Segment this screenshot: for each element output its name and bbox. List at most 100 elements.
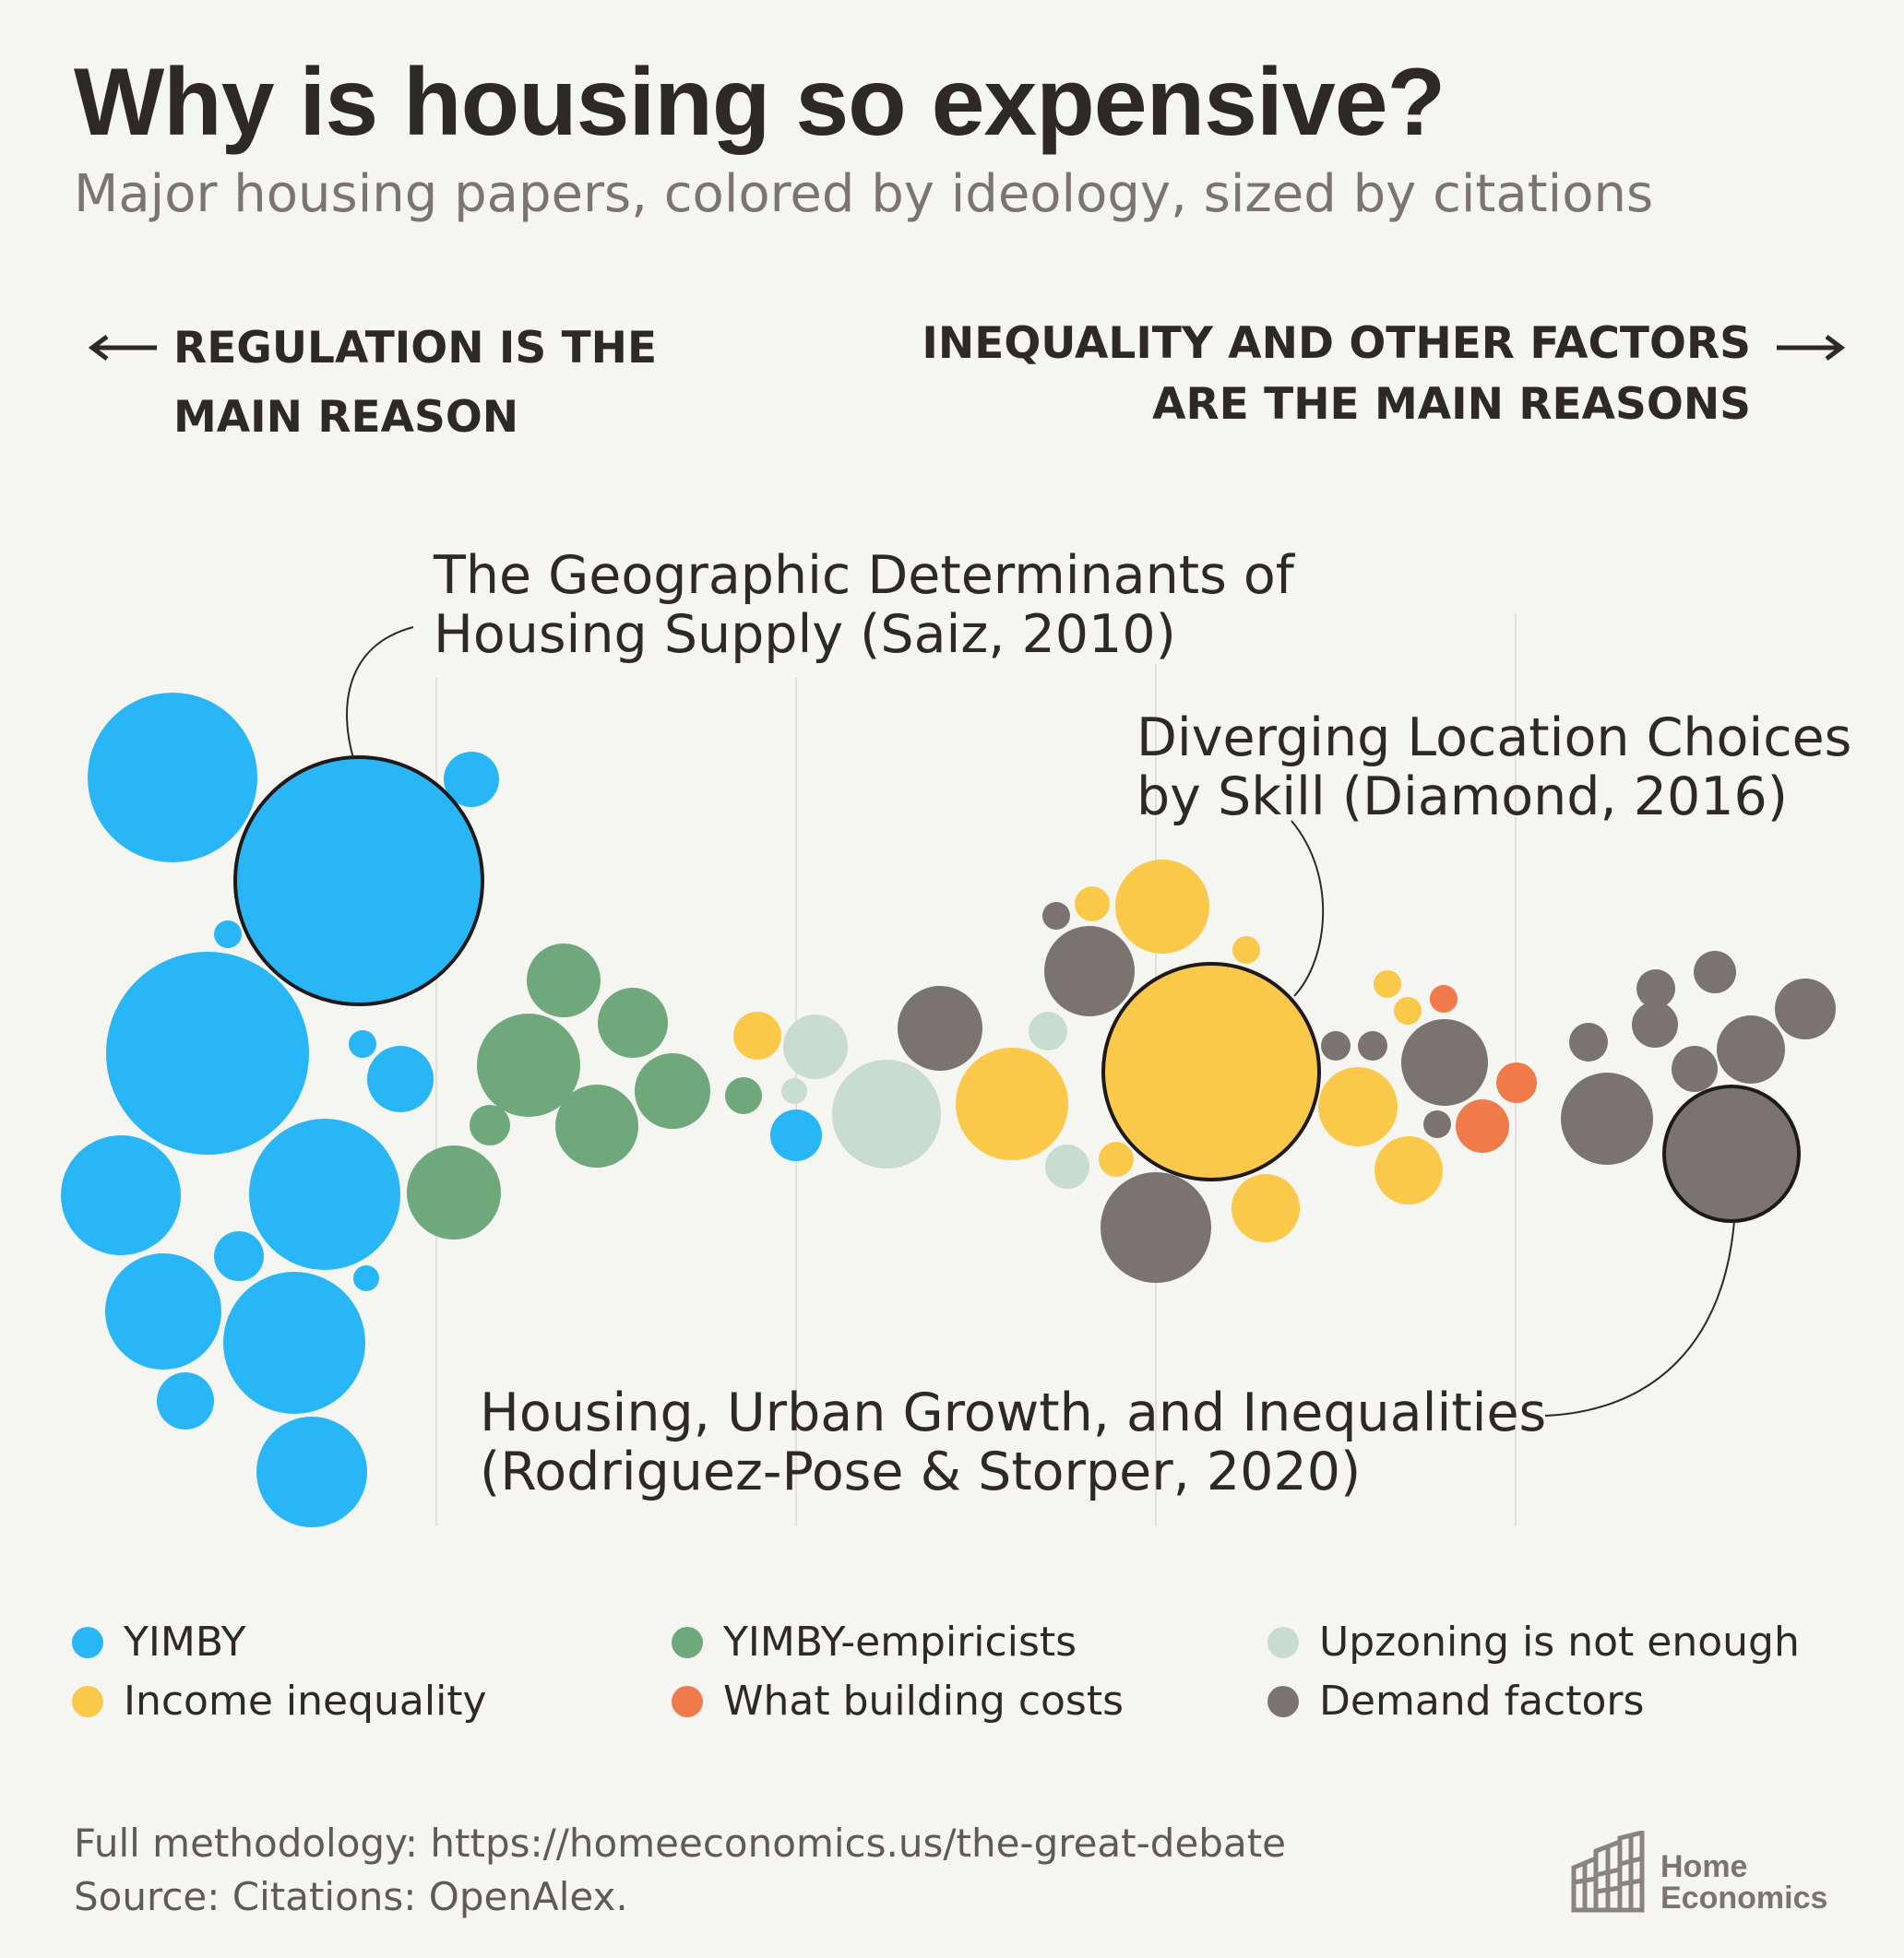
bubble-yimby	[249, 1119, 400, 1270]
bubble-upzoning-is-not-enough	[1045, 1145, 1089, 1189]
bubble-income-inequality	[1232, 936, 1260, 964]
buildings-icon	[1571, 1831, 1645, 1913]
bubble-demand-factors	[1662, 1085, 1801, 1223]
annotation-leader-line	[1291, 820, 1325, 997]
annotation-leader-line	[346, 626, 414, 759]
annotation-diamond-line2: by Skill (Diamond, 2016)	[1136, 766, 1788, 827]
legend-dot	[672, 1685, 703, 1717]
bubble-what-building-costs	[1456, 1099, 1509, 1153]
bubble-income-inequality	[1318, 1067, 1398, 1146]
legend-label: What building costs	[723, 1678, 1125, 1725]
annotation-saiz-line2: Housing Supply (Saiz, 2010)	[434, 604, 1176, 665]
axis-left-label-line2: MAIN REASON	[173, 392, 519, 443]
legend-label: Upzoning is not enough	[1319, 1619, 1800, 1666]
chart-title: Why is housing so expensive?	[74, 49, 1446, 156]
annotation-saiz: The Geographic Determinants of Housing S…	[434, 546, 1294, 664]
bubble-income-inequality	[1394, 997, 1422, 1025]
bubble-yimby-empiricists	[527, 943, 601, 1017]
footer: Full methodology: https://homeeconomics.…	[74, 1817, 1286, 1924]
logo-wordmark: Home Economics	[1660, 1851, 1827, 1914]
annotation-saiz-line1: The Geographic Determinants of	[434, 545, 1294, 606]
bubble-upzoning-is-not-enough	[781, 1078, 807, 1104]
legend-dot	[1267, 1626, 1299, 1658]
logo-line1: Home	[1660, 1849, 1748, 1884]
bubble-upzoning-is-not-enough	[832, 1060, 941, 1169]
legend-item-demand-factors: Demand factors	[1267, 1678, 1644, 1725]
bubble-yimby	[88, 693, 257, 862]
bubble-income-inequality	[1115, 860, 1209, 954]
bubble-yimby-empiricists	[598, 988, 668, 1058]
chart-subtitle: Major housing papers, colored by ideolog…	[74, 164, 1654, 224]
annotation-rodriguez-line2: (Rodriguez-Pose & Storper, 2020)	[480, 1442, 1362, 1502]
bubble-demand-factors	[1775, 979, 1836, 1039]
legend-item-yimby: YIMBY	[72, 1619, 245, 1666]
annotation-rodriguez-line1: Housing, Urban Growth, and Inequalities	[480, 1382, 1547, 1443]
bubble-what-building-costs	[1430, 985, 1458, 1013]
bubble-what-building-costs	[1496, 1062, 1537, 1103]
bubble-yimby	[223, 1272, 365, 1414]
bubble-demand-factors	[1717, 1015, 1785, 1084]
methodology-note: Full methodology: https://homeeconomics.…	[74, 1821, 1286, 1866]
legend-item-income-inequality: Income inequality	[72, 1678, 487, 1725]
bubble-yimby-empiricists	[477, 1014, 580, 1117]
legend-dot	[72, 1626, 103, 1658]
bubble-demand-factors	[1672, 1046, 1718, 1092]
axis-right-label: INEQUALITY AND OTHER FACTORS ARE THE MAI…	[922, 314, 1751, 435]
bubble-demand-factors	[1561, 1073, 1653, 1165]
bubble-demand-factors	[1694, 951, 1736, 993]
axis-right-label-line1: INEQUALITY AND OTHER FACTORS	[922, 318, 1751, 369]
annotation-rodriguez: Housing, Urban Growth, and Inequalities …	[480, 1383, 1546, 1501]
bubble-income-inequality	[1374, 970, 1401, 998]
right-arrow-icon	[1777, 335, 1846, 361]
legend-item-yimby-empiricists: YIMBY-empiricists	[672, 1619, 1077, 1666]
bubble-yimby	[214, 1231, 264, 1281]
bubble-yimby	[157, 1372, 214, 1430]
bubble-upzoning-is-not-enough	[1029, 1012, 1067, 1050]
bubble-yimby	[349, 1030, 376, 1058]
bubble-income-inequality	[1232, 1174, 1300, 1242]
bubble-yimby-empiricists	[470, 1105, 510, 1145]
bubble-yimby	[233, 755, 484, 1006]
bubble-yimby	[367, 1046, 434, 1112]
bubble-yimby	[444, 752, 499, 807]
home-economics-logo: Home Economics	[1570, 1831, 1827, 1914]
bubble-income-inequality	[733, 1012, 781, 1060]
legend-label: YIMBY	[124, 1619, 246, 1666]
bubble-upzoning-is-not-enough	[783, 1015, 848, 1079]
bubble-income-inequality	[1075, 886, 1110, 921]
legend-dot	[72, 1685, 103, 1717]
bubble-income-inequality	[1374, 1136, 1443, 1204]
bubble-demand-factors	[1401, 1019, 1488, 1106]
legend-label: Demand factors	[1319, 1678, 1645, 1725]
axis-left-label-line1: REGULATION IS THE	[173, 323, 658, 374]
bubble-yimby-empiricists	[725, 1077, 762, 1114]
bubble-demand-factors	[1042, 902, 1070, 930]
bubble-demand-factors	[1321, 1031, 1351, 1061]
bubble-yimby	[256, 1417, 367, 1527]
legend-dot	[1267, 1685, 1299, 1717]
bubble-income-inequality	[1099, 1142, 1134, 1177]
bubble-yimby	[214, 920, 242, 948]
legend-dot	[672, 1626, 703, 1658]
axis-right-label-line2: ARE THE MAIN REASONS	[1152, 379, 1751, 430]
bubble-chart	[61, 613, 1836, 1527]
legend-item-upzoning: Upzoning is not enough	[1267, 1619, 1800, 1666]
bubble-demand-factors	[1358, 1031, 1387, 1061]
bubble-income-inequality	[956, 1048, 1068, 1160]
source-note: Source: Citations: OpenAlex.	[74, 1874, 628, 1919]
bubble-income-inequality	[1101, 962, 1321, 1181]
bubble-demand-factors	[1044, 926, 1135, 1016]
bubbles	[61, 693, 1836, 1527]
bubble-demand-factors	[1632, 1002, 1678, 1048]
bubble-yimby	[770, 1110, 822, 1161]
left-arrow-icon	[88, 335, 157, 361]
bubble-yimby	[106, 952, 309, 1155]
bubble-yimby	[61, 1135, 181, 1255]
bubble-yimby	[105, 1253, 221, 1370]
logo-line2: Economics	[1660, 1881, 1828, 1916]
bubble-yimby-empiricists	[635, 1053, 710, 1129]
bubble-yimby	[353, 1265, 379, 1291]
annotation-leaders	[346, 626, 1735, 1417]
bubble-demand-factors	[898, 986, 982, 1071]
axis-left-label: REGULATION IS THE MAIN REASON	[173, 314, 657, 452]
